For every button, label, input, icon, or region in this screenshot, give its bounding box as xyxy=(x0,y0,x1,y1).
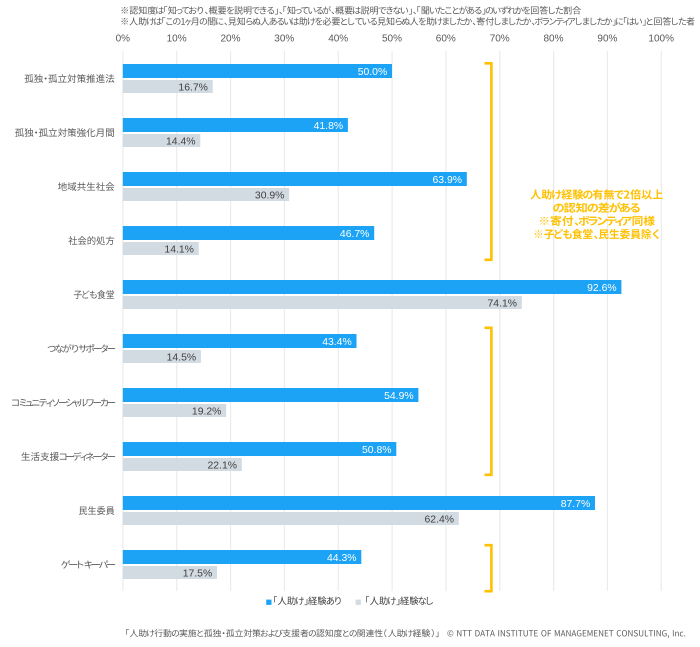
svg-text:41.8%: 41.8% xyxy=(314,121,343,132)
svg-text:92.6%: 92.6% xyxy=(587,283,616,294)
svg-text:74.1%: 74.1% xyxy=(488,298,517,309)
svg-text:50%: 50% xyxy=(382,34,402,45)
svg-text:19.2%: 19.2% xyxy=(192,406,221,417)
svg-text:70%: 70% xyxy=(490,34,510,45)
svg-text:44.3%: 44.3% xyxy=(327,553,356,564)
svg-text:50.8%: 50.8% xyxy=(362,445,391,456)
svg-text:87.7%: 87.7% xyxy=(561,499,590,510)
svg-text:14.1%: 14.1% xyxy=(164,244,193,255)
svg-text:14.5%: 14.5% xyxy=(167,352,196,363)
svg-text:62.4%: 62.4% xyxy=(425,514,454,525)
svg-text:0%: 0% xyxy=(116,34,131,45)
svg-text:16.7%: 16.7% xyxy=(178,82,207,93)
svg-text:20%: 20% xyxy=(220,34,240,45)
svg-text:30%: 30% xyxy=(274,34,294,45)
svg-text:10%: 10% xyxy=(167,34,187,45)
svg-text:43.4%: 43.4% xyxy=(322,337,351,348)
svg-text:90%: 90% xyxy=(597,34,617,45)
svg-text:40%: 40% xyxy=(328,34,348,45)
svg-text:14.4%: 14.4% xyxy=(166,136,195,147)
svg-text:100%: 100% xyxy=(648,34,674,45)
svg-text:50.0%: 50.0% xyxy=(358,67,387,78)
svg-text:22.1%: 22.1% xyxy=(208,460,237,471)
svg-text:30.9%: 30.9% xyxy=(255,190,284,201)
svg-text:54.9%: 54.9% xyxy=(384,391,413,402)
svg-text:17.5%: 17.5% xyxy=(183,568,212,579)
svg-text:80%: 80% xyxy=(543,34,563,45)
svg-text:46.7%: 46.7% xyxy=(340,229,369,240)
svg-text:63.9%: 63.9% xyxy=(433,175,462,186)
svg-text:60%: 60% xyxy=(436,34,456,45)
